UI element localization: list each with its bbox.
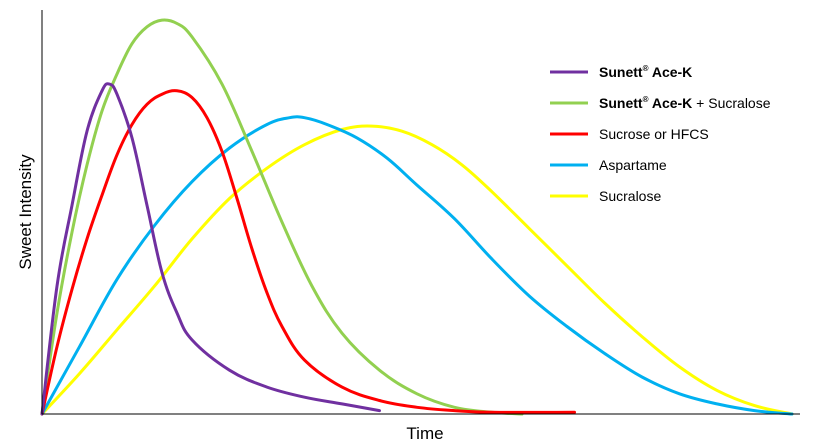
- legend-label-sunett-ace-k-sucralose: Sunett® Ace-K + Sucralose: [599, 95, 771, 111]
- series-line-aspartame: [40, 115, 794, 416]
- series-line-sunett-ace-k-sucralose: [40, 18, 524, 416]
- series-line-sucralose: [40, 124, 794, 416]
- y-axis-title: Sweet Intensity: [16, 154, 35, 270]
- series-lines: [40, 18, 794, 416]
- series-line-sucrose-or-hfcs: [40, 89, 576, 416]
- legend-label-sunett-ace-k: Sunett® Ace-K: [599, 64, 692, 80]
- series-line-sunett-ace-k: [40, 82, 381, 416]
- legend-label-sucrose-or-hfcs: Sucrose or HFCS: [599, 126, 709, 142]
- legend-label-aspartame: Aspartame: [599, 157, 667, 173]
- x-axis-title: Time: [406, 424, 443, 443]
- legend: Sunett® Ace-K Sunett® Ace-K + Sucralose Su…: [550, 64, 771, 204]
- legend-label-sucralose: Sucralose: [599, 188, 661, 204]
